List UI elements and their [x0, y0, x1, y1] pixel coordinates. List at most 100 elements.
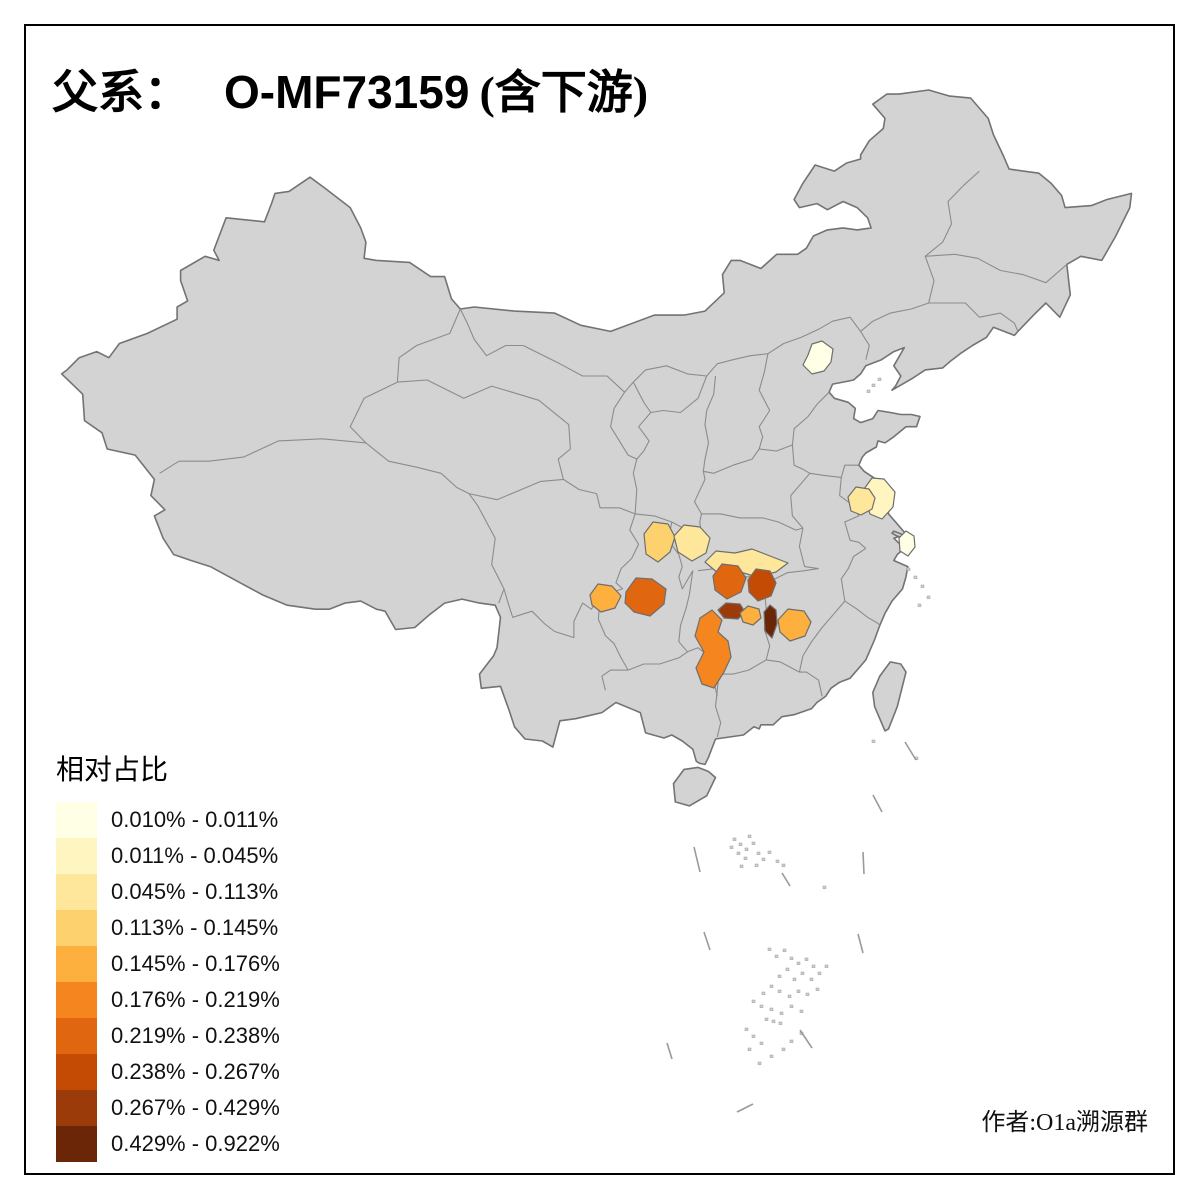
islet-62 [871, 383, 876, 387]
region-06 [673, 524, 711, 562]
province-border-24 [840, 547, 867, 602]
outline-mainland [60, 89, 1133, 766]
islet-47 [759, 1041, 764, 1045]
province-border-9 [925, 253, 1068, 284]
province-border-2 [365, 442, 470, 495]
dash-segment-5 [703, 931, 711, 951]
legend-label-9: 0.267% - 0.429% [111, 1095, 280, 1120]
legend-row-5: 0.145% - 0.176% [56, 946, 280, 982]
region-14 [763, 604, 778, 639]
province-border-16 [632, 381, 652, 413]
islet-39 [759, 1004, 764, 1008]
title-suffix: (含下游) [479, 67, 649, 118]
province-border-17 [610, 391, 638, 460]
province-border-23 [798, 527, 819, 570]
legend-rows: 0.010% - 0.011% 0.011% - 0.045% 0.045% - 0… [56, 802, 280, 1162]
islet-32 [761, 991, 766, 995]
legend-row-1: 0.010% - 0.011% [56, 802, 280, 838]
province-border-18 [632, 473, 638, 514]
islet-44 [799, 1009, 804, 1013]
province-border-36 [601, 669, 629, 691]
legend-row-3: 0.045% - 0.113% [56, 874, 280, 910]
province-border-11 [860, 331, 870, 360]
dash-segment-2 [872, 794, 883, 813]
province-border-14 [713, 391, 830, 474]
legend-row-2: 0.011% - 0.045% [56, 838, 280, 874]
province-border-3 [468, 493, 505, 604]
attribution-text: 作者:O1a溯源群 [981, 1110, 1148, 1136]
legend-swatch-2 [56, 838, 97, 874]
islet-33 [777, 989, 782, 993]
legend-row-7: 0.219% - 0.238% [56, 1018, 280, 1054]
legend-swatch-5 [56, 946, 97, 982]
province-border-29 [714, 674, 722, 738]
legend-label-6: 0.176% - 0.219% [111, 987, 280, 1012]
islet-52 [757, 1061, 762, 1065]
legend-label-3: 0.045% - 0.113% [111, 879, 279, 904]
legend-row-8: 0.238% - 0.267% [56, 1054, 280, 1090]
islet-19 [782, 948, 787, 952]
region-05 [643, 521, 676, 563]
choropleth-regions-layer [589, 340, 916, 689]
region-02 [847, 486, 876, 516]
islet-22 [804, 957, 809, 961]
legend-label-10: 0.429% - 0.922% [111, 1131, 280, 1156]
legend-swatch-7 [56, 1018, 97, 1054]
province-border-12 [758, 353, 771, 450]
islet-34 [787, 994, 792, 998]
province-border-5 [468, 448, 571, 501]
legend-label-1: 0.010% - 0.011% [111, 807, 279, 832]
province-border-10 [928, 302, 1019, 332]
islet-64 [871, 739, 876, 743]
islet-57 [913, 575, 918, 579]
islet-43 [789, 1004, 794, 1008]
legend-label-2: 0.011% - 0.045% [111, 843, 279, 868]
region-16 [694, 609, 732, 689]
islet-24 [785, 967, 790, 971]
province-border-15 [632, 375, 708, 474]
islet-45 [744, 1027, 749, 1031]
province-border-4 [397, 379, 571, 450]
legend-label-7: 0.219% - 0.238% [111, 1023, 280, 1048]
islet-31 [769, 984, 774, 988]
islet-3 [744, 847, 749, 851]
islet-38 [751, 999, 756, 1003]
province-border-39 [693, 471, 706, 537]
province-border-26 [798, 600, 846, 673]
legend-swatch-1 [56, 802, 97, 838]
islet-60 [917, 603, 922, 607]
legend-label-5: 0.145% - 0.176% [111, 951, 280, 976]
title-prefix: 父系： [52, 67, 190, 118]
islet-58 [920, 584, 925, 588]
legend: 相对占比 0.010% - 0.011% 0.011% - 0.045% 0.045… [56, 748, 280, 1162]
province-border-22 [839, 477, 867, 549]
legend-swatch-3 [56, 874, 97, 910]
province-border-19 [791, 444, 859, 478]
islet-41 [779, 1011, 784, 1015]
legend-swatch-8 [56, 1054, 97, 1090]
legend-row-9: 0.267% - 0.429% [56, 1090, 280, 1126]
islet-63 [877, 377, 882, 381]
province-border-27 [799, 671, 823, 697]
islet-12 [739, 864, 744, 868]
islet-36 [805, 992, 810, 996]
legend-swatch-4 [56, 910, 97, 946]
islet-17 [767, 947, 772, 951]
islet-55 [778, 1021, 783, 1025]
region-15 [777, 608, 812, 642]
islet-18 [774, 954, 779, 958]
islet-37 [815, 987, 820, 991]
islet-54 [771, 1019, 776, 1023]
region-08 [589, 583, 622, 613]
dash-segment-6 [857, 933, 864, 954]
islet-42 [764, 1017, 769, 1021]
islet-5 [736, 851, 741, 855]
islet-49 [789, 1039, 794, 1043]
dash-segment-10 [781, 872, 791, 887]
outline-taiwan [871, 661, 907, 732]
region-01 [802, 340, 834, 375]
province-border-13 [702, 375, 717, 474]
title-haplogroup: O-MF73159 [224, 66, 470, 118]
islet-23 [811, 964, 816, 968]
